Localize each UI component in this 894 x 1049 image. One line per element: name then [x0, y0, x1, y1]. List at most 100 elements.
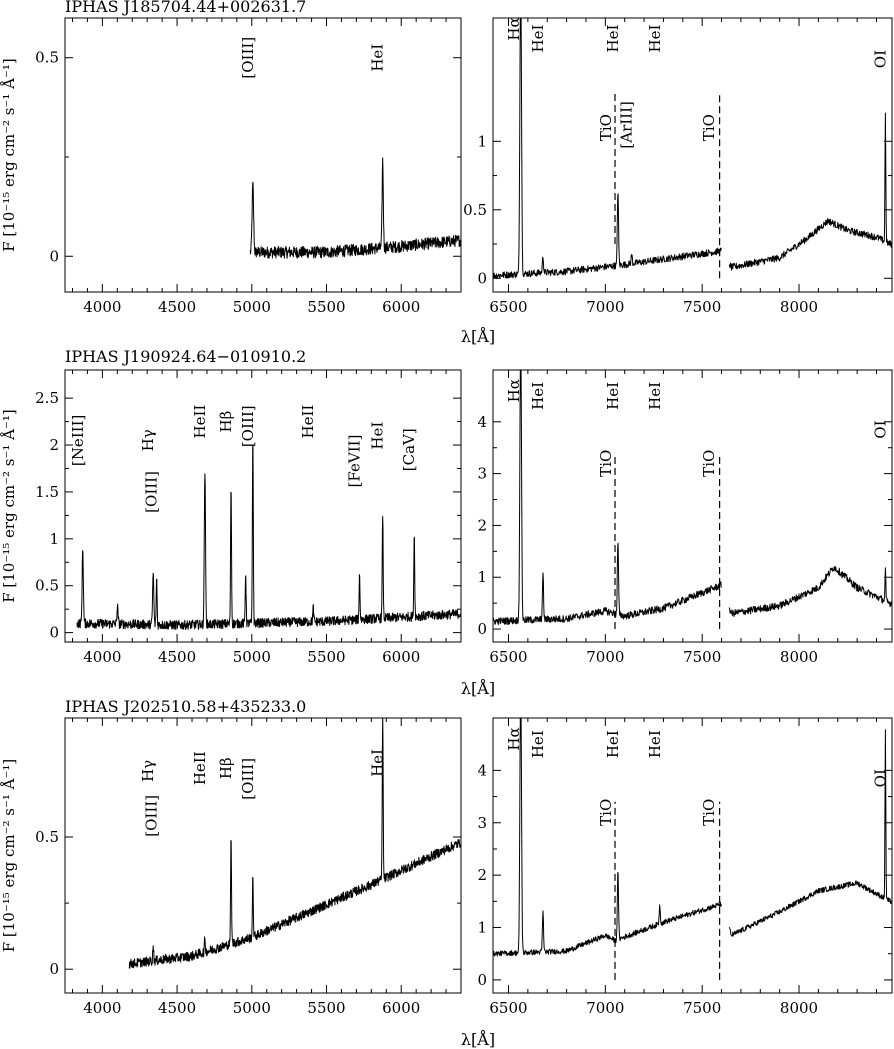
y-tick-label: 0.5 [35, 828, 59, 846]
spectrum-traces [128, 718, 461, 969]
x-tick-label: 7500 [683, 999, 721, 1017]
line-label: OI [871, 50, 889, 68]
spectrum-line [728, 112, 892, 271]
line-label: [OIII] [239, 758, 257, 800]
line-label: HeI [529, 730, 547, 758]
line-label: HeI [646, 25, 664, 53]
x-tick-label: 4500 [158, 648, 196, 666]
line-label: Hα [505, 379, 523, 402]
line-label: HeI [604, 25, 622, 53]
x-tick-label: 6500 [489, 999, 527, 1017]
line-label: HeI [604, 730, 622, 758]
spectrum-panel-1-left: 4000 4500 5000 5500 6000 0 0.5 1 1.5 2 2.5 [NeIII] H… [35, 369, 462, 666]
x-axis-label: λ[Å] [461, 678, 495, 698]
y-tick-label: 0.5 [35, 577, 59, 595]
y-axis-label: F [10⁻¹⁵ erg cm⁻² s⁻¹ Å⁻¹] [0, 759, 18, 953]
y-axis-label: F [10⁻¹⁵ erg cm⁻² s⁻¹ Å⁻¹] [0, 58, 18, 252]
line-label: OI [871, 420, 889, 438]
line-label: TiO [597, 114, 615, 141]
x-tick-label: 8000 [780, 999, 818, 1017]
x-tick-label: 4000 [83, 999, 121, 1017]
line-label: [ArIII] [618, 101, 636, 148]
plot-frame [64, 17, 462, 293]
spectrum-panel-0-left: 4000 4500 5000 5500 6000 0 0.5 [OIII] HeI [35, 17, 462, 316]
line-label: [OIII] [239, 37, 257, 79]
y-tick-label: 0 [477, 620, 487, 638]
line-label: Hβ [217, 411, 235, 433]
x-axis-label: λ[Å] [461, 1029, 495, 1049]
spectrum-panel-2-right: 6500 7000 7500 8000 0 1 2 3 4 Hα HeI HeI HeI OI TiO TiO [477, 717, 893, 1017]
spectrum-line [728, 729, 892, 937]
x-tick-label: 6500 [489, 298, 527, 316]
line-label: Hγ [139, 429, 157, 451]
line-label: Hβ [217, 757, 235, 779]
y-tick-label: 3 [477, 814, 487, 832]
line-label: TiO [700, 114, 718, 141]
line-label: HeI [529, 382, 547, 410]
x-tick-label: 8000 [780, 298, 818, 316]
line-label: [OIII] [143, 471, 161, 513]
x-tick-label: 4000 [83, 298, 121, 316]
line-label: [OIII] [143, 795, 161, 837]
y-tick-label: 2 [477, 866, 487, 884]
plot-frame [64, 717, 462, 994]
plot-frame [492, 717, 893, 994]
row-title: IPHAS J185704.44+002631.7 [65, 0, 306, 16]
x-tick-label: 5000 [233, 999, 271, 1017]
x-tick-label: 6000 [382, 999, 420, 1017]
x-tick-label: 4500 [158, 999, 196, 1017]
line-label: HeII [191, 751, 209, 785]
line-label: [OIII] [239, 405, 257, 447]
line-label: HeI [604, 382, 622, 410]
line-label: HeII [191, 405, 209, 439]
line-label: Hα [505, 727, 523, 750]
spectrum-line [128, 718, 461, 969]
y-tick-label: 1.5 [35, 483, 59, 501]
line-label: HeI [646, 730, 664, 758]
y-tick-label: 1 [477, 919, 487, 937]
x-tick-label: 4500 [158, 298, 196, 316]
y-tick-label: 2.5 [35, 389, 59, 407]
x-tick-label: 7000 [586, 298, 624, 316]
x-tick-label: 7000 [586, 648, 624, 666]
x-tick-label: 5500 [307, 298, 345, 316]
spectrum-panel-1-right: 6500 7000 7500 8000 0 1 2 3 4 Hα HeI HeI HeI OI TiO TiO [477, 369, 893, 666]
y-tick-label: 4 [477, 761, 487, 779]
x-tick-label: 6000 [382, 298, 420, 316]
spectrum-line [249, 157, 461, 259]
y-tick-label: 4 [477, 413, 487, 431]
line-label: HeII [299, 405, 317, 439]
x-tick-label: 7000 [586, 999, 624, 1017]
x-tick-label: 4000 [83, 648, 121, 666]
plot-frame [492, 369, 893, 643]
row-title: IPHAS J190924.64−010910.2 [65, 347, 306, 366]
y-tick-label: 0 [477, 269, 487, 287]
line-label: [FeVII] [346, 435, 364, 488]
x-tick-label: 8000 [780, 648, 818, 666]
spectrum-traces [493, 370, 892, 625]
spectrum-line [76, 445, 461, 630]
x-tick-label: 5500 [307, 648, 345, 666]
x-tick-label: 6500 [489, 648, 527, 666]
line-label: Hα [505, 17, 523, 40]
y-tick-label: 2 [49, 436, 59, 454]
line-label: TiO [597, 799, 615, 826]
x-tick-label: 5000 [233, 648, 271, 666]
y-tick-label: 1 [477, 568, 487, 586]
y-tick-label: 1 [477, 132, 487, 150]
x-tick-label: 5500 [307, 999, 345, 1017]
x-tick-label: 5000 [233, 298, 271, 316]
x-tick-label: 6000 [382, 648, 420, 666]
plot-frame [492, 17, 893, 293]
spectrum-traces [493, 18, 892, 280]
y-tick-label: 1 [49, 530, 59, 548]
line-label: [NeIII] [69, 415, 87, 466]
y-tick-label: 0 [49, 960, 59, 978]
y-tick-label: 0.5 [463, 201, 487, 219]
line-label: TiO [700, 450, 718, 477]
y-tick-label: 0.5 [35, 49, 59, 67]
y-tick-label: 2 [477, 516, 487, 534]
